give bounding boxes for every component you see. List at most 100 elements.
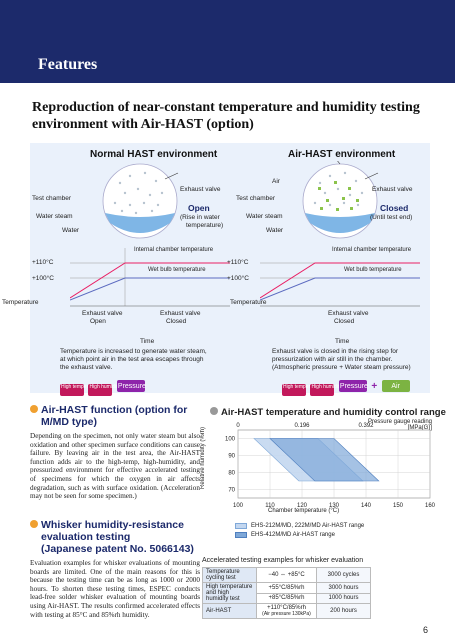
row-label: High temperature and high humidity test [202, 582, 257, 604]
normal-seg2-line1: Exhaust valve [160, 310, 201, 317]
legend-swatch-2 [235, 531, 247, 538]
air-tag-air: Air [381, 380, 410, 392]
chart-title-text: Air-HAST temperature and humidity contro… [221, 407, 446, 418]
air-temperature-graph [260, 262, 420, 307]
section-air-hast-function: Air-HAST function (option for M/MD type)… [30, 404, 200, 501]
gray-bullet-icon [210, 407, 218, 415]
normal-desc-line2: at which point air in the test area esca… [60, 356, 204, 363]
page-title: Features [38, 56, 98, 73]
normal-test-chamber-label: Test chamber [32, 195, 72, 202]
top-axis-label-line2: [MPa(G)] [407, 425, 432, 431]
row-result: 3000 cycles [316, 567, 371, 583]
top-tick-label: 0.392 [358, 423, 374, 429]
normal-seg1-line2: Open [90, 318, 106, 325]
air-tags: High temperature High humidity Pressure … [282, 375, 410, 396]
normal-temperature-axis: Temperature [2, 299, 39, 306]
air-note: (Until test end) [370, 214, 413, 221]
row-condition: +85°C/85%rh [256, 592, 317, 604]
normal-tag-high-hum: High humidity [88, 384, 120, 396]
air-tag-high-temp: High temperature [282, 384, 322, 396]
section2-heading-line2: evaluation testing [41, 531, 131, 543]
row-condition-note: (Air pressure 130kPa) [262, 611, 311, 617]
normal-chamber-illustration [102, 163, 179, 239]
air-t110-label: +110°C [227, 259, 249, 266]
y-tick-label: 70 [228, 488, 235, 494]
row-result: 3000 hours [316, 582, 371, 594]
normal-time-label: Time [140, 338, 155, 345]
air-test-chamber-label: Test chamber [236, 195, 276, 202]
normal-tag-pressure: Pressure [116, 380, 146, 392]
normal-desc-line1: Temperature is increased to generate wat… [60, 348, 207, 355]
legend-label-1: EHS-212M/MD, 222M/MD Air-HAST range [251, 522, 365, 529]
normal-water-steam-label: Water steam [36, 213, 73, 220]
x-tick-label: 160 [425, 503, 435, 509]
section-subtitle: Reproduction of near-constant temperatur… [32, 100, 420, 132]
normal-water-label: Water [62, 227, 80, 234]
section1-heading: Air-HAST function (option for M/MD type) [30, 404, 200, 428]
row-condition: −40 ⇔ +85°C [256, 567, 317, 583]
table-row: Temperature cycling test −40 ⇔ +85°C 300… [202, 567, 371, 583]
air-chamber-illustration [302, 161, 379, 239]
header-bar: Features [0, 0, 455, 83]
section2-heading: Whisker humidity-resistance evaluation t… [30, 519, 200, 555]
air-tag-plus: + [371, 381, 378, 392]
air-seg-line2: Closed [334, 318, 355, 325]
section-whisker-evaluation: Whisker humidity-resistance evaluation t… [30, 519, 200, 619]
humidity-range-chart: 70 80 90 100 100 110 120 130 140 150 160 0 0.196 0.39… [225, 423, 435, 509]
air-water-steam-label: Water steam [246, 213, 283, 220]
air-hast-title: Air-HAST environment [288, 149, 396, 160]
x-tick-label: 110 [265, 503, 275, 509]
section2-heading-line1: Whisker humidity-resistance [41, 519, 184, 531]
legend-item-2: EHS-412M/MD Air-HAST range [235, 530, 364, 539]
normal-tags: High temperature High humidity Pressure [60, 375, 146, 396]
normal-valve-state: Open [188, 203, 210, 213]
x-tick-label: 140 [361, 503, 372, 509]
air-seg-line1: Exhaust valve [328, 310, 369, 317]
examples-title: Accelerated testing examples for whisker… [202, 557, 364, 564]
top-tick-label: 0 [236, 423, 240, 429]
air-desc-line2: pressurization with air still in the cha… [272, 356, 393, 363]
section1-heading-line2: M/MD type) [41, 416, 97, 428]
orange-bullet-icon [30, 405, 38, 413]
air-air-label: Air [272, 178, 280, 185]
air-temperature-axis: Temperature [230, 299, 267, 306]
row-result: 200 hours [316, 603, 371, 619]
x-tick-label: 130 [329, 503, 340, 509]
normal-tag-high-temp: High temperature [60, 384, 100, 396]
normal-note-line2: temperature) [186, 222, 224, 229]
x-tick-label: 100 [233, 503, 244, 509]
normal-desc-line3: the exhaust valve. [60, 364, 113, 371]
row-condition-cell: +110°C/85%rh (Air pressure 130kPa) [256, 603, 317, 619]
section1-body: Depending on the specimen, not only wate… [30, 432, 200, 501]
legend-item-1: EHS-212M/MD, 222M/MD Air-HAST range [235, 521, 364, 530]
top-axis-label-line1: Pressure gauge reading [367, 419, 432, 425]
section2-heading-line3: (Japanese patent No. 5066143) [41, 543, 194, 555]
air-wet-bulb-label: Wet bulb temperature [344, 267, 402, 273]
air-desc-line3: (Atmospheric pressure + Water steam pres… [272, 364, 411, 371]
hast-comparison-diagram: Normal HAST environment Test chamber Wat… [2, 143, 430, 396]
x-tick-label: 120 [297, 503, 308, 509]
legend-label-2: EHS-412M/MD Air-HAST range [251, 531, 335, 538]
row-label: Temperature cycling test [202, 567, 257, 583]
x-tick-label: 150 [393, 503, 404, 509]
normal-seg2-line2: Closed [166, 318, 187, 325]
normal-seg1-line1: Exhaust valve [82, 310, 123, 317]
chart-legend: EHS-212M/MD, 222M/MD Air-HAST range EHS-… [235, 521, 364, 539]
air-time-label: Time [335, 338, 350, 345]
section1-heading-line1: Air-HAST function (option for [41, 404, 188, 416]
normal-t110-label: +110°C [32, 259, 54, 266]
x-axis-label: Chamber temperature (°C) [268, 508, 340, 514]
air-water-label: Water [266, 227, 284, 234]
y-tick-label: 90 [228, 454, 235, 460]
y-tick-label: 100 [225, 437, 236, 443]
y-tick-label: 80 [228, 471, 235, 477]
top-axis-label: Pressure gauge reading [MPa(G)] [340, 419, 432, 431]
air-desc-line1: Exhaust valve is closed in the rising st… [272, 348, 399, 355]
air-t100-label: +100°C [227, 275, 249, 282]
normal-t100-label: +100°C [32, 275, 54, 282]
normal-wet-bulb-label: Wet bulb temperature [148, 267, 206, 273]
row-result: 1000 hours [316, 592, 371, 604]
range-area-2 [269, 438, 380, 482]
air-exhaust-valve-label: Exhaust valve [372, 186, 413, 193]
table-row: Air-HAST +110°C/85%rh (Air pressure 130k… [202, 603, 371, 619]
